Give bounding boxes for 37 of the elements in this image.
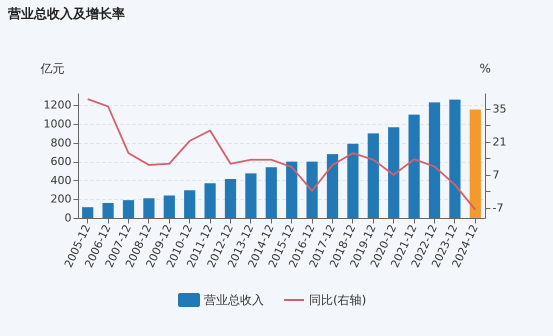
y2-tick-label: -7 bbox=[492, 201, 504, 214]
bar bbox=[428, 102, 440, 218]
y-tick-label: 800 bbox=[50, 136, 72, 150]
bar bbox=[347, 144, 359, 218]
bar bbox=[286, 162, 298, 218]
bar bbox=[266, 167, 277, 218]
bar bbox=[326, 154, 338, 218]
y-tick-label: 0 bbox=[64, 212, 72, 224]
bar bbox=[82, 207, 94, 218]
y-tick-label: 600 bbox=[50, 155, 72, 168]
legend-label: 同比(右轴) bbox=[309, 293, 366, 307]
bar bbox=[368, 133, 379, 218]
y-tick-label: 200 bbox=[50, 192, 72, 206]
bar bbox=[184, 190, 196, 218]
bar bbox=[143, 198, 155, 218]
bar bbox=[408, 114, 420, 218]
bar bbox=[449, 100, 461, 218]
y2-tick-label: 21 bbox=[492, 135, 506, 148]
bar bbox=[122, 200, 134, 218]
y2-tick-label: 35 bbox=[492, 102, 506, 116]
bar bbox=[470, 109, 481, 218]
line-series bbox=[86, 98, 476, 211]
y-tick-label: 400 bbox=[50, 174, 72, 187]
bar bbox=[102, 202, 114, 218]
bar bbox=[245, 173, 257, 218]
y-tick-label: 1200 bbox=[44, 98, 72, 112]
bar bbox=[164, 195, 175, 218]
bar bbox=[306, 162, 318, 218]
y2-tick-label: 7 bbox=[492, 168, 500, 182]
bar bbox=[224, 178, 236, 218]
bar bbox=[388, 127, 400, 218]
y2-axis-title: % bbox=[480, 62, 491, 76]
legend-label: 营业总收入 bbox=[204, 293, 264, 307]
bar bbox=[204, 183, 216, 218]
y-tick-label: 1000 bbox=[44, 118, 72, 131]
y-axis-title: 亿元 bbox=[40, 62, 64, 76]
chart-title: 营业总收入及增长率 bbox=[7, 6, 125, 22]
